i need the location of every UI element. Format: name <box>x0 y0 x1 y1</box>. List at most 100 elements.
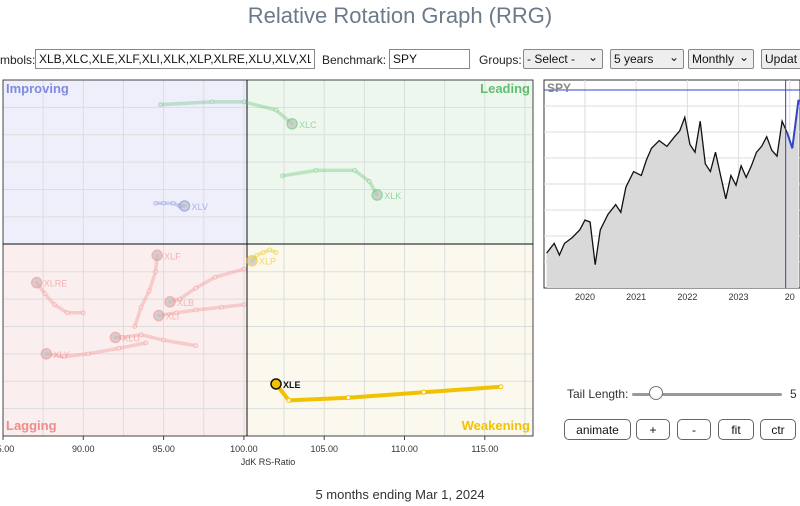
tail-point <box>352 167 358 173</box>
period-select-value: 5 years <box>614 52 654 66</box>
groups-select-value: - Select - <box>527 52 576 66</box>
zoom-out-button[interactable]: - <box>677 419 711 440</box>
quadrant-label-lagging: Lagging <box>6 418 57 433</box>
lagging-quadrant <box>3 244 247 436</box>
tail-point <box>64 310 70 316</box>
tail-point <box>161 337 167 343</box>
price-x-ticks: 2020 2021 2022 2023 20 <box>575 292 795 302</box>
tail-xli[interactable]: XLI <box>153 302 247 322</box>
tail-label: XLP <box>259 257 276 267</box>
tail-line <box>157 302 246 318</box>
tail-length-value: 5 <box>790 387 797 401</box>
tail-head-point[interactable] <box>40 348 53 360</box>
center-button[interactable]: ctr <box>760 419 796 440</box>
tail-head-point[interactable] <box>371 189 383 201</box>
x-axis-label: JdK RS-Ratio <box>241 457 296 467</box>
tail-head-point[interactable] <box>178 200 191 212</box>
price-x-tick-label: 2023 <box>729 292 749 302</box>
tail-point <box>421 389 427 395</box>
tail-head-point[interactable] <box>164 296 176 308</box>
tail-point <box>170 200 176 206</box>
tail-label: XLY <box>53 350 69 360</box>
tail-label: XLK <box>384 191 401 201</box>
x-tick-label: 85.00 <box>0 444 14 454</box>
tail-point <box>241 266 247 272</box>
tail-xlc[interactable]: XLC <box>157 99 317 130</box>
zoom-in-button[interactable]: + <box>636 419 670 440</box>
tail-label: XLRE <box>44 279 68 289</box>
price-x-tick-label: 20 <box>785 292 795 302</box>
tail-head-point[interactable] <box>30 276 43 289</box>
tail-point <box>313 167 319 173</box>
page-title: Relative Rotation Graph (RRG) <box>247 3 553 28</box>
benchmark-label: Benchmark: <box>322 53 387 67</box>
tail-point <box>254 252 260 258</box>
tail-point <box>218 304 224 310</box>
chevron-down-icon: ⌄ <box>738 50 749 64</box>
fit-button[interactable]: fit <box>718 419 754 440</box>
tail-point <box>143 340 149 346</box>
tail-point <box>260 250 266 256</box>
tail-point <box>80 310 86 316</box>
tail-point <box>241 99 247 105</box>
tail-point <box>153 200 159 206</box>
tail-line <box>280 168 379 197</box>
price-x-tick-label: 2020 <box>575 292 595 302</box>
price-area <box>546 99 799 288</box>
period-select[interactable]: 5 years ⌄ <box>610 49 684 69</box>
interval-select[interactable]: Monthly ⌄ <box>688 49 754 69</box>
tail-line <box>168 267 246 304</box>
tail-xlk[interactable]: XLK <box>279 167 401 201</box>
tail-xlp[interactable]: XLP <box>246 247 279 267</box>
tail-head-point[interactable] <box>109 331 122 344</box>
quadrant-label-improving: Improving <box>6 81 69 96</box>
weakening-quadrant <box>247 244 533 436</box>
tail-point <box>132 323 138 329</box>
tail-xlu[interactable]: XLU <box>109 331 199 349</box>
tail-point <box>286 397 292 403</box>
symbols-input[interactable] <box>35 49 315 69</box>
tail-label: XLI <box>166 312 180 322</box>
benchmark-input[interactable] <box>389 49 470 69</box>
price-chart-title: SPY <box>547 81 571 95</box>
tail-length-slider-handle[interactable] <box>649 386 663 400</box>
tail-head-point[interactable] <box>153 309 165 322</box>
tail-head-point[interactable] <box>151 249 163 262</box>
tail-label: XLU <box>122 333 140 343</box>
tail-length-label: Tail Length: <box>567 387 629 401</box>
tail-point <box>153 269 159 275</box>
tail-xle[interactable]: XLE <box>270 378 504 403</box>
tail-point <box>173 310 179 316</box>
tail-head-point[interactable] <box>246 254 258 267</box>
price-x-tick-label: 2022 <box>677 292 697 302</box>
tail-head-point[interactable] <box>286 118 298 130</box>
tail-point <box>138 332 144 338</box>
tail-label: XLF <box>164 251 181 261</box>
x-tick-label: 105.00 <box>310 444 338 454</box>
x-axis-ticks: 85.00 90.00 95.00 100.00 105.00 110.00 115.00 <box>0 436 498 454</box>
x-tick-label: 110.00 <box>391 444 418 454</box>
tail-xlv[interactable]: XLV <box>153 200 208 212</box>
rrg-chart[interactable]: Improving Leading Lagging Weakening XLEX… <box>0 78 540 470</box>
tail-xlf[interactable]: XLF <box>132 249 181 329</box>
tail-point <box>51 302 57 308</box>
tail-xly[interactable]: XLY <box>40 340 149 360</box>
tail-point <box>61 354 67 360</box>
tail-point <box>267 247 273 253</box>
tail-point <box>146 288 152 294</box>
tail-xlre[interactable]: XLRE <box>30 276 86 316</box>
tail-length-slider[interactable] <box>632 393 782 396</box>
tail-point <box>161 200 167 206</box>
period-footer: 5 months ending Mar 1, 2024 <box>315 487 485 502</box>
groups-select[interactable]: - Select - ⌄ <box>523 49 603 69</box>
animate-button[interactable]: animate <box>564 419 631 440</box>
benchmark-price-chart: SPY 2020 2021 2022 2023 20 <box>543 79 800 302</box>
tail-head-point[interactable] <box>270 378 282 390</box>
tail-point <box>116 345 122 351</box>
quadrant-label-leading: Leading <box>480 81 530 96</box>
update-button[interactable]: Updat <box>761 49 800 69</box>
tail-point <box>279 173 285 179</box>
tail-label: XLC <box>299 120 317 130</box>
tail-point <box>157 102 163 108</box>
tail-xlb[interactable]: XLB <box>164 266 247 308</box>
